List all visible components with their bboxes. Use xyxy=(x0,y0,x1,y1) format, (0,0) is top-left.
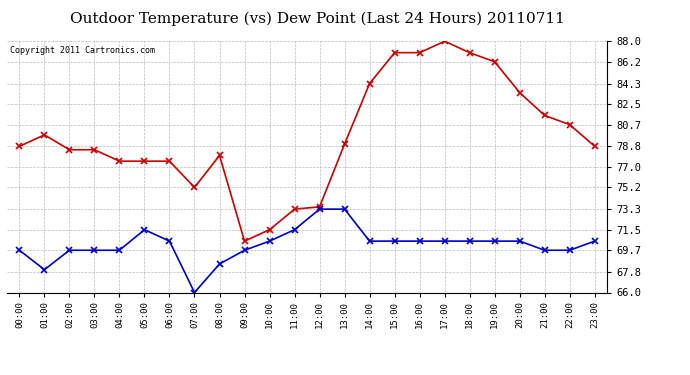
Text: Copyright 2011 Cartronics.com: Copyright 2011 Cartronics.com xyxy=(10,46,155,55)
Text: Outdoor Temperature (vs) Dew Point (Last 24 Hours) 20110711: Outdoor Temperature (vs) Dew Point (Last… xyxy=(70,11,565,26)
